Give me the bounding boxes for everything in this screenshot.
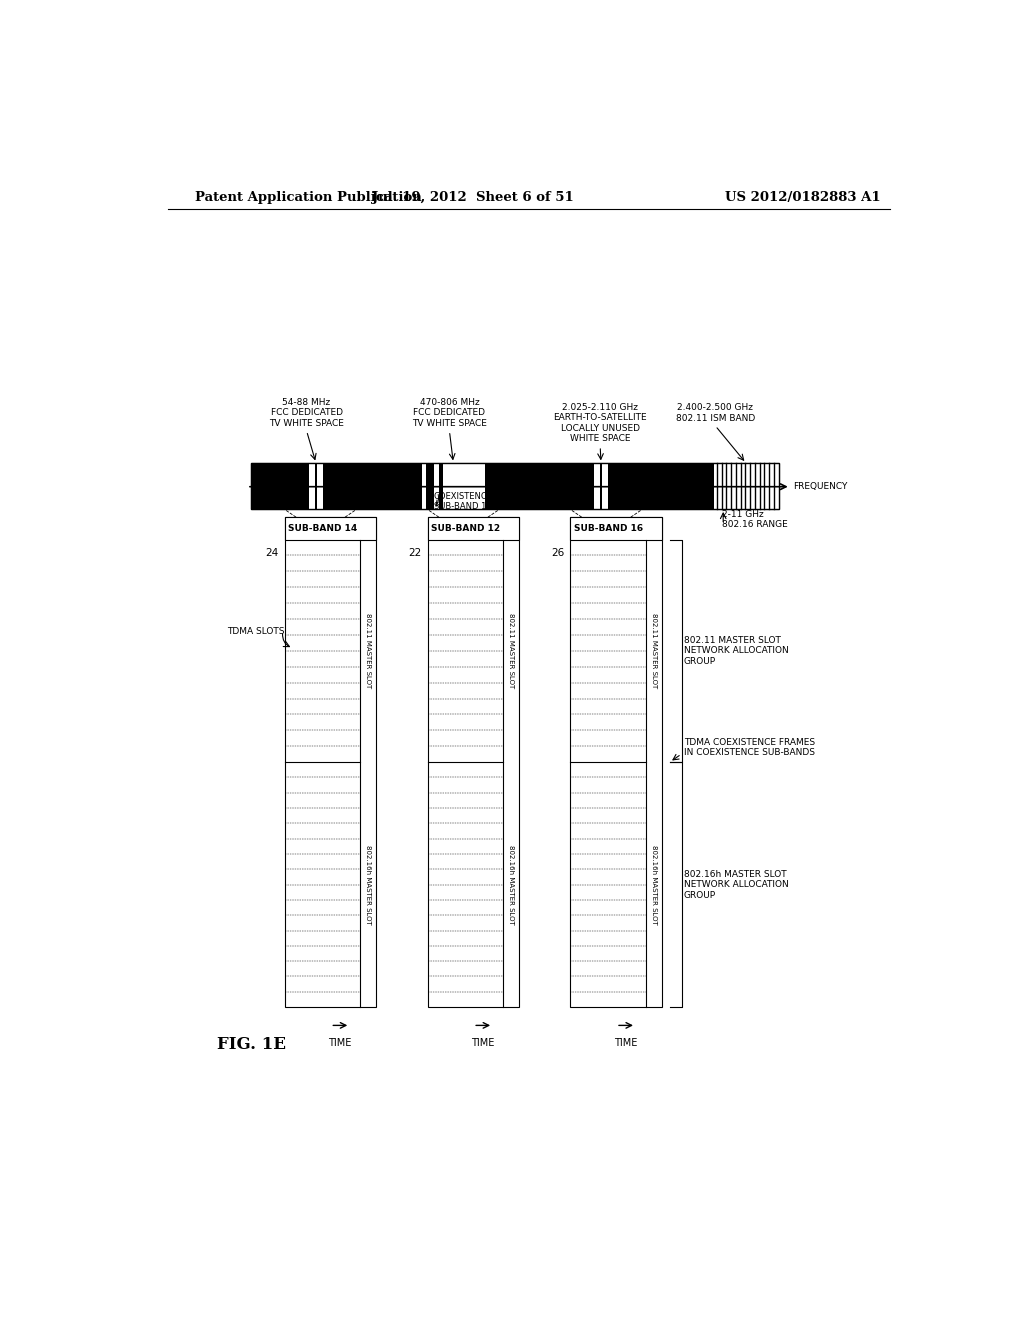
Text: COEXISTENCE
SUB-BAND 12: COEXISTENCE SUB-BAND 12 (433, 492, 493, 511)
Text: 802.11 MASTER SLOT: 802.11 MASTER SLOT (366, 614, 371, 689)
Text: 802.16h MASTER SLOT: 802.16h MASTER SLOT (366, 845, 371, 924)
Bar (428, 517, 519, 540)
Bar (714, 463, 778, 510)
Text: 22: 22 (408, 548, 421, 557)
Text: TDMA COEXISTENCE FRAMES
IN COEXISTENCE SUB-BANDS: TDMA COEXISTENCE FRAMES IN COEXISTENCE S… (684, 738, 815, 758)
Text: TIME: TIME (471, 1038, 495, 1048)
Text: 802.16h MASTER SLOT: 802.16h MASTER SLOT (651, 845, 656, 924)
Bar (422, 463, 485, 510)
Text: US 2012/0182883 A1: US 2012/0182883 A1 (725, 190, 881, 203)
Bar (251, 463, 778, 510)
Text: SUB-BAND 14: SUB-BAND 14 (288, 524, 357, 533)
Text: TDMA SLOTS: TDMA SLOTS (227, 627, 285, 635)
Text: 54-88 MHz
FCC DEDICATED
TV WHITE SPACE: 54-88 MHz FCC DEDICATED TV WHITE SPACE (269, 397, 344, 428)
Text: Jul. 19, 2012  Sheet 6 of 51: Jul. 19, 2012 Sheet 6 of 51 (373, 190, 574, 203)
Text: 802.11 MASTER SLOT
NETWORK ALLOCATION
GROUP: 802.11 MASTER SLOT NETWORK ALLOCATION GR… (684, 636, 788, 665)
Text: 26: 26 (551, 548, 564, 557)
Bar (428, 517, 519, 1007)
Bar (439, 463, 443, 510)
Bar (570, 517, 662, 540)
Bar (285, 517, 376, 1007)
Text: 2-11 GHz
802.16 RANGE: 2-11 GHz 802.16 RANGE (722, 510, 787, 529)
Text: 2.025-2.110 GHz
EARTH-TO-SATELLITE
LOCALLY UNUSED
WHITE SPACE: 2.025-2.110 GHz EARTH-TO-SATELLITE LOCAL… (553, 403, 647, 444)
Text: SUB-BAND 12: SUB-BAND 12 (431, 524, 500, 533)
Bar (600, 463, 602, 510)
Text: 24: 24 (265, 548, 279, 557)
Bar (285, 517, 376, 540)
Text: TIME: TIME (614, 1038, 637, 1048)
Text: FREQUENCY: FREQUENCY (793, 482, 848, 491)
Bar (309, 463, 324, 510)
Text: Patent Application Publication: Patent Application Publication (196, 190, 422, 203)
Text: 802.11 MASTER SLOT: 802.11 MASTER SLOT (508, 614, 514, 689)
Bar (315, 463, 316, 510)
Bar (426, 463, 434, 510)
Text: SUB-BAND 16: SUB-BAND 16 (573, 524, 643, 533)
Bar (570, 517, 662, 1007)
Text: FIG. 1E: FIG. 1E (217, 1036, 286, 1053)
Text: TIME: TIME (329, 1038, 351, 1048)
Text: 802.16h MASTER SLOT
NETWORK ALLOCATION
GROUP: 802.16h MASTER SLOT NETWORK ALLOCATION G… (684, 870, 788, 899)
Text: 802.11 MASTER SLOT: 802.11 MASTER SLOT (651, 614, 656, 689)
Bar (594, 463, 608, 510)
Text: 802.16h MASTER SLOT: 802.16h MASTER SLOT (508, 845, 514, 924)
Text: 470-806 MHz
FCC DEDICATED
TV WHITE SPACE: 470-806 MHz FCC DEDICATED TV WHITE SPACE (412, 397, 486, 428)
Bar (251, 463, 778, 510)
Text: 2.400-2.500 GHz
802.11 ISM BAND: 2.400-2.500 GHz 802.11 ISM BAND (676, 404, 755, 422)
